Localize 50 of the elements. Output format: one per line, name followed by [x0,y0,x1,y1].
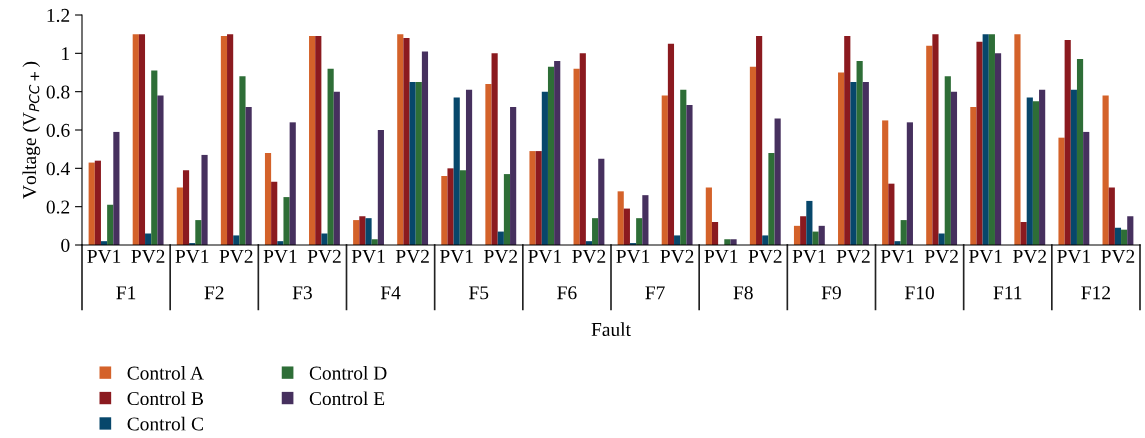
x-tick-label: PV1 [87,249,121,263]
legend-label: Control E [309,391,385,406]
legend-label: Control D [309,366,387,380]
legend-label: Control A [127,366,204,380]
legend-label: Control C [127,416,203,431]
x-tick-label: PV2 [836,249,870,263]
x-tick-label: PV2 [924,249,958,263]
legend-label: Control B [127,391,204,406]
x-tick-label: PV1 [616,249,650,263]
text: F5 [469,286,489,300]
text: F11 [993,286,1022,300]
x-tick-label: PV1 [351,249,385,263]
text: F3 [292,286,312,300]
x-tick-label: PV2 [1101,249,1135,263]
x-tick-label: PV1 [968,249,1002,263]
y-tick-label: 0.4 [46,162,70,176]
y-tick-label: 0.8 [46,85,70,99]
x-tick-label: PV1 [175,249,209,263]
x-tick-label: PV1 [704,249,738,263]
y-tick-label: 1 [62,47,70,61]
text: F2 [204,286,224,300]
x-tick-label: PV2 [1013,249,1047,263]
y-axis-title: Voltage (V$_{PCC+}$) [22,61,41,199]
x-tick-label: PV1 [792,249,826,263]
x-tick-label: PV2 [572,249,606,263]
y-tick-label: 1.2 [47,8,70,23]
x-tick-label: PV1 [880,249,914,263]
x-axis-title: Fault [591,322,631,337]
y-tick-label: 0 [61,238,70,252]
text: F7 [645,286,665,300]
text: F9 [821,286,841,300]
x-tick-label: PV2 [307,249,341,263]
text: F8 [733,286,753,300]
text: F4 [380,286,401,300]
x-tick-label: PV2 [395,249,429,263]
x-tick-label: PV2 [660,249,694,263]
x-tick-label: PV1 [528,249,561,263]
text: F12 [1081,286,1110,300]
x-tick-label: PV2 [484,249,518,263]
x-tick-label: PV2 [748,249,782,263]
text: F6 [557,286,577,300]
y-tick-label: 0.6 [46,123,70,138]
y-tick-label: 0.2 [46,200,70,214]
text: F10 [905,286,934,300]
x-tick-label: PV1 [263,249,297,263]
x-tick-label: PV1 [1057,249,1090,263]
x-tick-label: PV2 [219,249,253,263]
x-tick-label: PV1 [439,249,473,263]
x-tick-label: PV2 [131,249,165,263]
text: F1 [116,286,136,300]
